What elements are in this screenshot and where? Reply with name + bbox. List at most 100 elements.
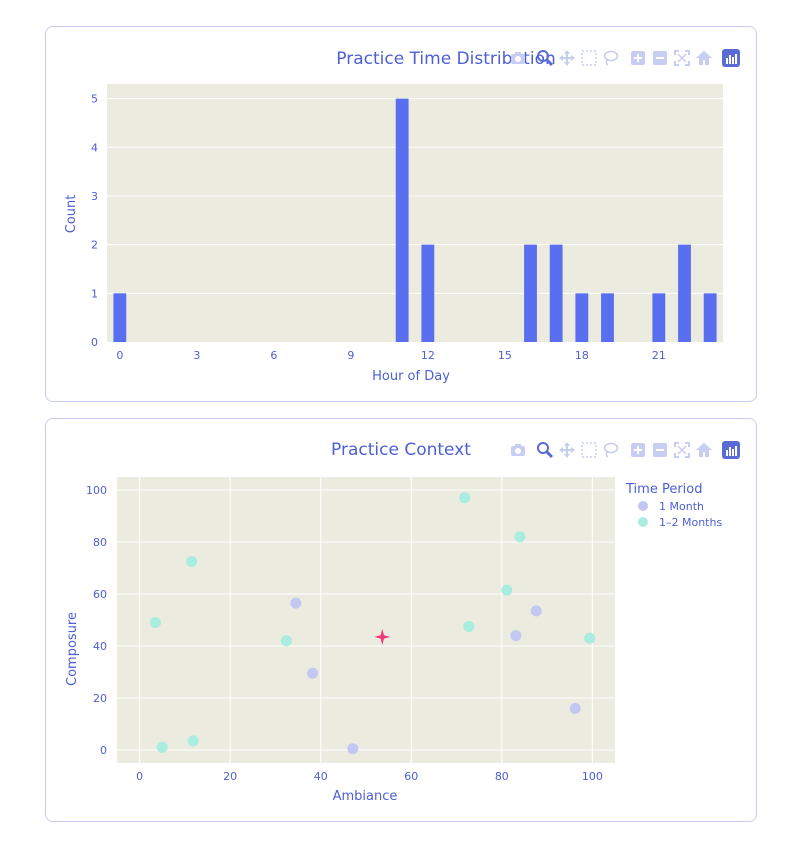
zoom-in-button[interactable]	[629, 49, 647, 67]
chart-title: Practice Time Distribution	[336, 49, 556, 69]
bar-series	[113, 98, 717, 342]
lasso-button[interactable]	[602, 441, 620, 459]
scatter-point[interactable]	[280, 635, 292, 647]
x-tick-label: 40	[314, 770, 328, 783]
scatter-panel: 0 20 40 60 80 100 0 20 40 60 80 100 Practice Conte…	[45, 418, 757, 822]
zoom-out-icon	[653, 51, 667, 65]
legend: Time Period 1 Month 1–2 Months	[625, 482, 722, 529]
bar[interactable]	[678, 244, 691, 342]
scatter-point[interactable]	[510, 630, 522, 642]
scatter-point[interactable]	[149, 617, 161, 629]
x-tick-labels: 0 20 40 60 80 100	[136, 770, 603, 783]
plotly-logo-icon	[722, 441, 740, 459]
bar[interactable]	[652, 293, 666, 342]
bar[interactable]	[113, 293, 127, 342]
camera-button[interactable]	[509, 49, 527, 67]
camera-icon	[511, 52, 525, 64]
modebar-2	[509, 441, 740, 459]
scatter-point[interactable]	[307, 667, 319, 679]
scatter-point[interactable]	[530, 605, 542, 617]
zoom-in-button[interactable]	[629, 441, 647, 459]
y-tick-label: 0	[91, 336, 98, 349]
zoom-button[interactable]	[536, 441, 554, 459]
grid-lines	[107, 98, 723, 294]
scatter-point[interactable]	[290, 597, 302, 609]
zoom-in-icon	[631, 51, 645, 65]
x-tick-label: 0	[116, 349, 123, 362]
x-tick-label: 18	[575, 349, 589, 362]
zoom-out-button[interactable]	[651, 49, 669, 67]
y-tick-labels: 0 20 40 60 80 100	[86, 484, 107, 757]
highlight-star-marker[interactable]	[374, 628, 391, 645]
x-axis-label: Hour of Day	[372, 369, 450, 384]
y-tick-labels: 0 1 2 3 4 5	[91, 93, 98, 349]
scatter-point[interactable]	[187, 735, 199, 747]
box-select-icon	[581, 442, 597, 458]
scatter-chart: 0 20 40 60 80 100 0 20 40 60 80 100 Practice Conte…	[65, 440, 722, 804]
legend-label: 1–2 Months	[659, 516, 722, 529]
scatter-point[interactable]	[459, 492, 471, 504]
y-tick-label: 5	[91, 93, 98, 106]
x-tick-labels: 0 3 6 9 12 15 18 21	[116, 349, 665, 362]
bar[interactable]	[575, 293, 589, 342]
legend-item-1-month[interactable]: 1 Month	[638, 500, 704, 513]
bar[interactable]	[601, 293, 614, 342]
zoom-out-button[interactable]	[651, 441, 669, 459]
x-tick-label: 60	[404, 770, 418, 783]
reset-axes-button[interactable]	[695, 49, 713, 67]
y-axis-label: Composure	[65, 612, 80, 686]
modebar-1	[509, 49, 740, 67]
y-tick-label: 1	[91, 287, 98, 300]
x-tick-label: 15	[498, 349, 512, 362]
y-tick-label: 60	[93, 588, 107, 601]
camera-button[interactable]	[509, 441, 527, 459]
zoom-icon	[537, 442, 554, 459]
reset-axes-button[interactable]	[695, 441, 713, 459]
y-tick-label: 20	[93, 692, 107, 705]
scatter-point[interactable]	[514, 531, 526, 543]
scatter-point[interactable]	[156, 741, 168, 753]
grid-lines	[117, 477, 615, 763]
legend-title: Time Period	[625, 482, 702, 497]
y-tick-label: 4	[91, 141, 98, 154]
plotly-logo-button[interactable]	[722, 441, 740, 459]
scatter-point[interactable]	[584, 632, 596, 644]
x-tick-label: 20	[223, 770, 237, 783]
plotly-logo-button[interactable]	[722, 49, 740, 67]
bar[interactable]	[549, 244, 563, 342]
y-tick-label: 0	[100, 744, 107, 757]
bar[interactable]	[395, 98, 409, 342]
scatter-point[interactable]	[569, 702, 581, 714]
y-tick-label: 80	[93, 536, 107, 549]
x-tick-label: 0	[136, 770, 143, 783]
plot-area[interactable]	[117, 477, 615, 763]
scatter-point[interactable]	[463, 621, 475, 632]
bar[interactable]	[421, 244, 435, 342]
scatter-point[interactable]	[186, 556, 198, 567]
scatter-point[interactable]	[347, 743, 359, 755]
autoscale-button[interactable]	[673, 49, 691, 67]
reset-axes-icon	[696, 443, 712, 457]
camera-icon	[511, 444, 525, 456]
x-tick-label: 100	[582, 770, 603, 783]
legend-item-1-2-months[interactable]: 1–2 Months	[638, 516, 722, 529]
box-select-icon	[581, 50, 597, 66]
scatter-points	[149, 492, 596, 755]
box-select-button[interactable]	[580, 49, 598, 67]
x-tick-label: 6	[270, 349, 277, 362]
pan-button[interactable]	[558, 441, 576, 459]
zoom-button[interactable]	[536, 49, 554, 67]
bar[interactable]	[703, 293, 717, 342]
scatter-point[interactable]	[501, 584, 513, 596]
autoscale-button[interactable]	[673, 441, 691, 459]
bar[interactable]	[524, 244, 537, 342]
box-select-button[interactable]	[580, 441, 598, 459]
autoscale-icon	[674, 442, 690, 458]
y-tick-label: 100	[86, 484, 107, 497]
lasso-button[interactable]	[602, 49, 620, 67]
x-tick-label: 3	[193, 349, 200, 362]
x-tick-label: 80	[495, 770, 509, 783]
plot-area[interactable]	[107, 84, 723, 342]
pan-button[interactable]	[558, 49, 576, 67]
